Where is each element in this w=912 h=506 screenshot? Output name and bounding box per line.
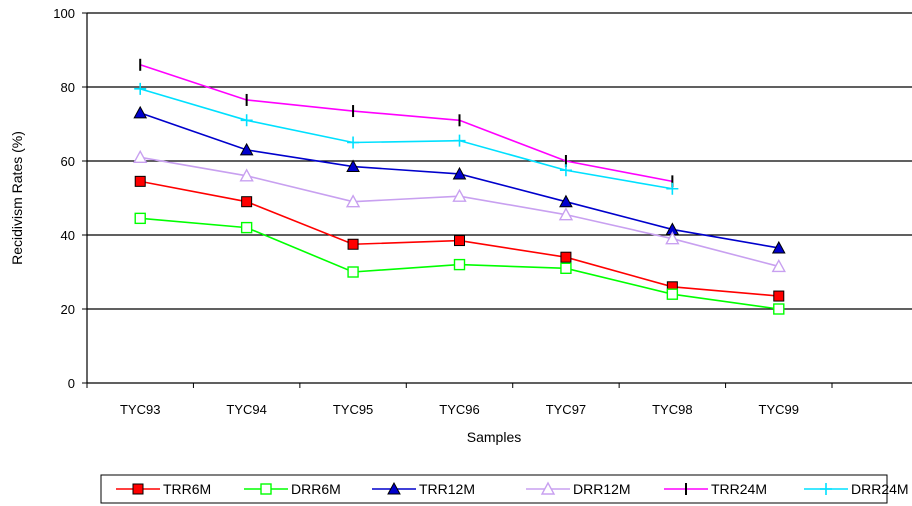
legend-marker [820, 483, 832, 495]
series-line-DRR24M [139, 88, 673, 190]
point-DRR12M-TYC95 [345, 194, 361, 208]
x-tick-label: TYC95 [333, 402, 373, 417]
legend: TRR6M DRR6M TRR12M DRR12M TRR24M DRR24M [100, 474, 909, 504]
point-DRR24M-TYC98 [666, 182, 679, 195]
point-DRR6M-TYC94 [240, 221, 253, 234]
point-DRR24M-TYC93 [134, 82, 147, 95]
legend-item-DRR6M: DRR6M [244, 481, 341, 497]
x-tick-label: TYC94 [226, 402, 266, 417]
x-axis-ticks: TYC93 TYC94 TYC95 TYC96 TYC97 TYC98 TYC99 [86, 383, 833, 417]
legend-label: DRR24M [851, 481, 909, 497]
point-DRR6M-TYC99 [773, 303, 785, 315]
series-DRR6M [134, 212, 785, 315]
y-tick-label: 60 [61, 154, 75, 169]
point-TRR6M-TYC97 [560, 251, 572, 263]
point-TRR12M-TYC94 [239, 142, 254, 156]
plot-area [86, 13, 912, 384]
x-tick-label: TYC99 [759, 402, 799, 417]
point-DRR6M-TYC96 [453, 258, 466, 271]
x-axis-title: Samples [467, 429, 521, 445]
legend-label: DRR6M [291, 481, 341, 497]
legend-marker [132, 483, 144, 495]
y-tick-label: 40 [61, 228, 75, 243]
series-TRR24M [139, 58, 674, 188]
legend-label: TRR6M [163, 481, 211, 497]
point-TRR6M-TYC93 [134, 175, 146, 187]
legend-label: DRR12M [573, 481, 631, 497]
y-axis-ticks: 0 20 40 60 80 100 [53, 6, 87, 391]
series-TRR12M [133, 105, 786, 254]
legend-marker [387, 481, 401, 495]
legend-item-TRR6M: TRR6M [116, 481, 211, 497]
point-DRR24M-TYC96 [453, 134, 466, 147]
point-DRR24M-TYC95 [347, 136, 360, 149]
point-TRR12M-TYC99 [771, 240, 786, 254]
point-DRR6M-TYC98 [666, 288, 679, 300]
legend-marker [260, 483, 272, 495]
point-DRR24M-TYC94 [240, 114, 253, 127]
point-DRR12M-TYC94 [239, 168, 254, 182]
gridlines [87, 12, 912, 310]
series-DRR24M [134, 82, 679, 195]
legend-item-TRR24M: TRR24M [664, 481, 767, 497]
series-line-TRR12M [139, 112, 779, 249]
point-DRR6M-TYC93 [134, 212, 146, 225]
point-TRR6M-TYC99 [773, 290, 785, 302]
point-DRR12M-TYC98 [665, 231, 680, 245]
x-tick-label: TYC96 [439, 402, 479, 417]
x-tick-label: TYC93 [120, 402, 160, 417]
legend-item-DRR24M: DRR24M [804, 481, 909, 497]
point-TRR12M-TYC97 [559, 194, 573, 208]
legend-item-DRR12M: DRR12M [526, 481, 631, 497]
point-DRR12M-TYC99 [771, 258, 786, 273]
point-DRR12M-TYC97 [558, 207, 574, 221]
point-TRR12M-TYC95 [346, 159, 360, 173]
y-tick-label: 0 [68, 376, 75, 391]
series-layer [133, 58, 786, 315]
x-tick-label: TYC97 [546, 402, 586, 417]
y-tick-label: 20 [61, 302, 75, 317]
y-tick-label: 80 [61, 80, 75, 95]
legend-label: TRR24M [711, 481, 767, 497]
x-tick-label: TYC98 [652, 402, 692, 417]
series-TRR6M [134, 175, 785, 302]
point-DRR24M-TYC97 [559, 164, 572, 177]
series-DRR12M [133, 149, 786, 273]
point-DRR12M-TYC93 [133, 149, 148, 164]
legend-box [100, 474, 888, 504]
point-DRR6M-TYC97 [560, 262, 572, 274]
legend-marker [540, 481, 556, 495]
point-TRR6M-TYC94 [241, 196, 253, 208]
point-TRR6M-TYC95 [347, 238, 359, 250]
y-tick-label: 100 [53, 6, 75, 21]
point-TRR6M-TYC96 [454, 235, 465, 247]
point-TRR12M-TYC93 [133, 105, 148, 119]
point-TRR12M-TYC96 [452, 166, 467, 180]
legend-item-TRR12M: TRR12M [372, 481, 475, 497]
series-line-TRR24M [139, 64, 673, 183]
y-axis-title: Recidivism Rates (%) [9, 131, 25, 265]
point-DRR12M-TYC96 [452, 188, 467, 202]
point-DRR6M-TYC95 [347, 266, 359, 278]
legend-label: TRR12M [419, 481, 475, 497]
